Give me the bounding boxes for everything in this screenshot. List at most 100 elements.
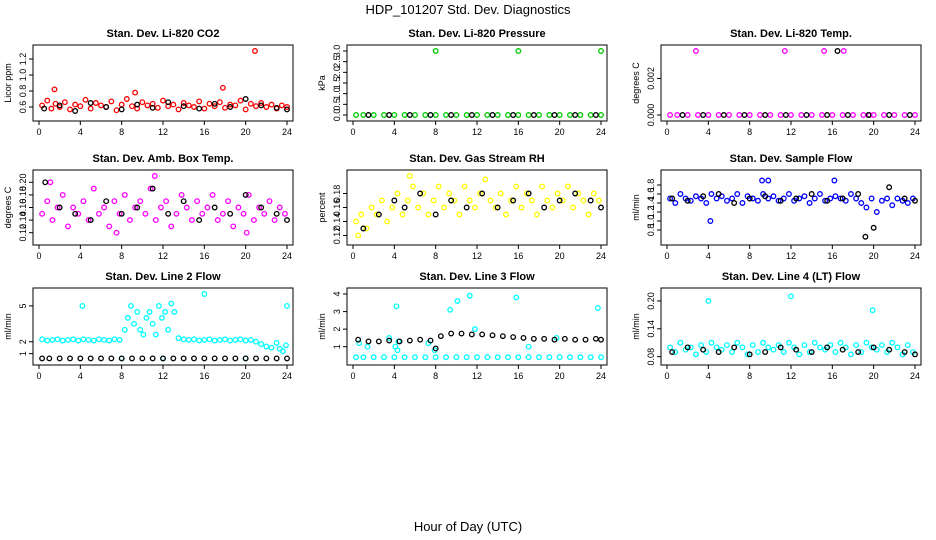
x-tick-label: 24: [282, 127, 292, 137]
data-point: [592, 335, 599, 342]
data-point: [788, 293, 794, 300]
data-point: [881, 112, 887, 118]
data-point: [793, 346, 800, 353]
data-point: [713, 344, 720, 351]
y-tick-label: 3.0: [332, 45, 342, 58]
data-point: [412, 112, 418, 118]
data-point: [201, 336, 208, 343]
data-point: [268, 344, 275, 351]
y-tick-label: 0.14: [18, 211, 28, 229]
data-point: [479, 190, 486, 197]
data-point: [873, 209, 880, 215]
y-axis-label: degrees C: [631, 62, 641, 104]
y-tick-label: 0.12: [332, 227, 342, 245]
x-tick-label: 8: [433, 251, 438, 261]
data-point: [98, 355, 104, 362]
x-tick-label: 20: [241, 371, 251, 381]
data-point: [708, 339, 715, 346]
y-tick-label: 1.8: [646, 179, 656, 192]
data-point: [113, 229, 120, 236]
data-point: [692, 48, 699, 54]
data-point: [284, 302, 290, 309]
data-point: [90, 337, 97, 344]
panel-title: Stan. Dev. Li-820 Pressure: [408, 28, 545, 40]
data-point: [237, 336, 244, 343]
data-point: [406, 173, 413, 179]
y-tick-label: 4: [332, 291, 342, 296]
data-point: [142, 210, 149, 217]
x-tick-label: 0: [664, 127, 669, 137]
data-point: [126, 217, 133, 224]
x-tick-label: 12: [786, 371, 796, 381]
data-point: [118, 106, 125, 113]
x-tick-label: 16: [199, 371, 209, 381]
data-point: [139, 99, 146, 106]
data-point: [762, 349, 769, 355]
panel-title: Stan. Dev. Li-820 Temp.: [730, 28, 852, 40]
y-tick-label: 2: [332, 327, 342, 332]
x-tick-label: 8: [433, 127, 438, 137]
data-point: [508, 197, 515, 204]
data-point: [587, 197, 594, 204]
data-point: [129, 355, 135, 362]
data-point: [235, 204, 242, 211]
y-tick-label: 2.0: [332, 66, 342, 79]
data-point: [667, 112, 674, 118]
data-point: [715, 349, 722, 355]
data-point: [273, 355, 280, 362]
figure-title: HDP_101207 Std. Dev. Diagnostics: [366, 2, 571, 17]
data-point: [113, 107, 120, 114]
data-point: [684, 112, 691, 118]
data-point: [471, 204, 478, 211]
x-tick-label: 16: [827, 127, 837, 137]
data-point: [505, 354, 511, 361]
data-point: [39, 210, 46, 217]
plot-frame: [346, 44, 608, 122]
data-point: [499, 333, 506, 340]
data-point: [705, 298, 712, 304]
x-tick-label: 0: [350, 127, 355, 137]
data-point: [437, 333, 444, 340]
data-point: [378, 197, 385, 204]
data-point: [415, 204, 422, 211]
data-point: [360, 225, 367, 232]
x-tick-label: 16: [199, 251, 209, 261]
data-point: [360, 354, 367, 361]
data-point: [211, 204, 218, 211]
data-point: [358, 211, 365, 218]
x-tick-label: 4: [706, 371, 711, 381]
data-point: [510, 197, 517, 204]
data-point: [263, 104, 270, 110]
data-point: [365, 112, 372, 118]
x-tick-label: 8: [747, 251, 752, 261]
plot-frame: [660, 287, 922, 366]
panel-5: Stan. Dev. Gas Stream RH0 4 8 12 16 20 240.120…: [317, 153, 608, 261]
data-point: [754, 197, 761, 204]
data-point: [824, 344, 831, 351]
data-point: [98, 102, 104, 109]
data-point: [365, 338, 372, 345]
data-point: [824, 197, 831, 204]
data-point: [396, 338, 403, 345]
series-1: [667, 48, 918, 118]
figure-x-label: Hour of Day (UTC): [414, 519, 522, 534]
data-point: [746, 195, 753, 202]
data-point: [541, 335, 548, 342]
panel-title: Stan. Dev. Sample Flow: [730, 153, 853, 165]
data-point: [853, 195, 860, 202]
x-tick-label: 8: [119, 371, 124, 381]
data-point: [206, 336, 213, 343]
x-tick-label: 8: [119, 251, 124, 261]
data-point: [525, 112, 532, 118]
panel-2: Stan. Dev. Li-820 Pressure 0 4 8 12 16 20 24 0.0…: [317, 28, 608, 137]
x-tick-label: 4: [392, 251, 397, 261]
data-point: [422, 112, 429, 118]
data-point: [146, 308, 153, 315]
data-point: [232, 102, 239, 109]
data-point: [391, 197, 398, 204]
data-point: [855, 191, 862, 197]
x-tick-label: 0: [36, 251, 41, 261]
data-point: [278, 102, 285, 109]
data-point: [525, 354, 532, 361]
series-2: [42, 179, 290, 224]
